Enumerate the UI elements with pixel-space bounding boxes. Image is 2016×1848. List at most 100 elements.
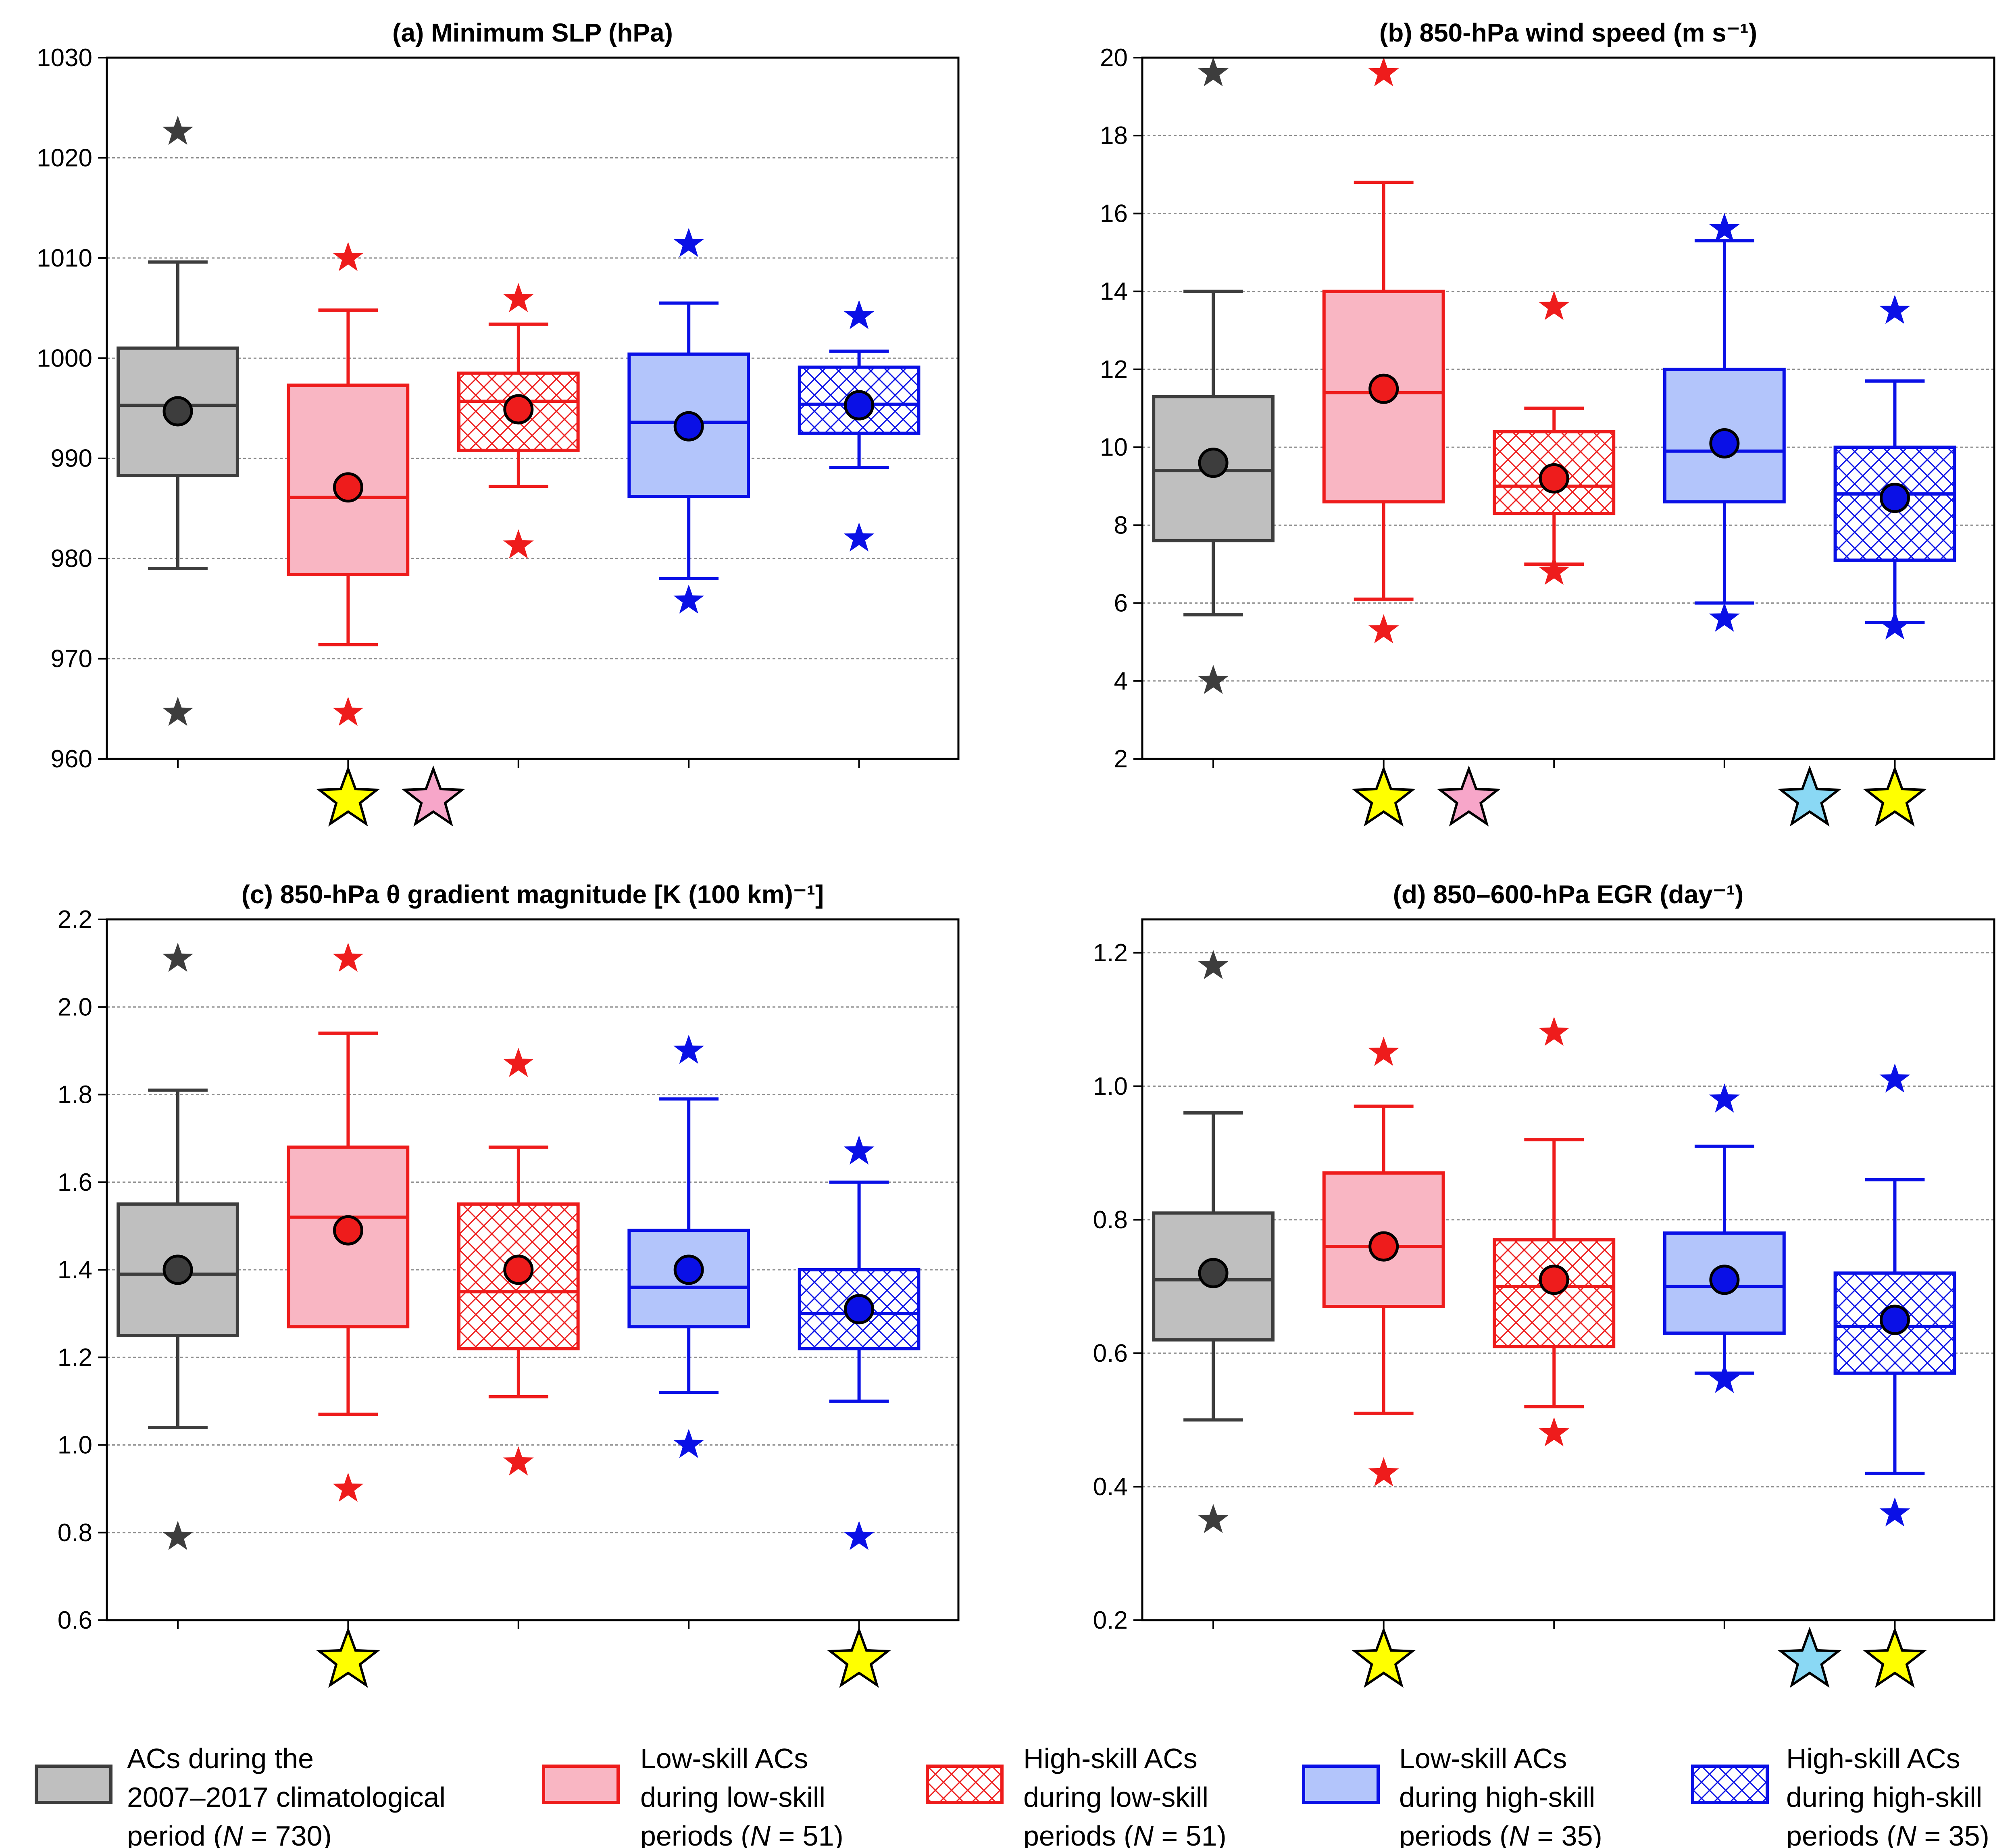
min-star: [333, 696, 364, 726]
significance-star: [1437, 765, 1501, 827]
min-star: [1709, 1364, 1740, 1393]
min-star: [162, 1521, 193, 1550]
legend-label: period (N = 730): [127, 1820, 332, 1848]
y-tick-label: 0.8: [1093, 1206, 1128, 1234]
legend-label: 2007–2017 climatological: [127, 1781, 446, 1813]
iqr-box: [1493, 1238, 1616, 1348]
significance-star: [401, 765, 466, 827]
min-star: [1198, 1504, 1229, 1533]
iqr-box: [457, 1202, 580, 1350]
min-star: [1539, 556, 1570, 585]
legend-patch: [1302, 1765, 1380, 1804]
box-2: [1493, 291, 1616, 768]
y-tick-label: 14: [1100, 278, 1128, 306]
min-star: [503, 529, 534, 559]
mean-marker: [1198, 448, 1229, 478]
y-tick-label: 0.4: [1093, 1473, 1128, 1501]
min-star: [1368, 1457, 1399, 1487]
mean-marker: [333, 472, 363, 503]
max-star: [1539, 1017, 1570, 1046]
max-star: [333, 942, 364, 972]
y-tick-label: 1030: [37, 44, 92, 72]
min-star: [1879, 1497, 1910, 1527]
y-tick-label: 8: [1114, 511, 1128, 539]
min-star: [1539, 1417, 1570, 1446]
max-star: [503, 1048, 534, 1077]
y-tick-label: 960: [51, 745, 92, 773]
max-star: [162, 115, 193, 145]
y-tick-label: 16: [1100, 200, 1128, 227]
box-1: [287, 942, 410, 1629]
box-0: [1152, 950, 1275, 1629]
box-0: [117, 115, 239, 768]
legend-label: during low-skill: [1023, 1781, 1208, 1813]
plot-frame: [106, 56, 960, 760]
box-1: [1322, 57, 1445, 768]
y-tick-label: 18: [1100, 122, 1128, 150]
max-star: [162, 942, 193, 972]
significance-star: [827, 1627, 891, 1688]
y-tick-label: 1.4: [58, 1256, 92, 1284]
y-tick-label: 0.6: [1093, 1340, 1128, 1367]
mean-marker: [1709, 1265, 1740, 1295]
y-tick-label: 1.6: [58, 1169, 92, 1196]
min-star: [1709, 602, 1740, 632]
mean-marker: [673, 1254, 704, 1285]
box-3: [1663, 213, 1786, 768]
panel-b-wind-speed: (b) 850-hPa wind speed (m s⁻¹) 2 4 6 8 10 12 14…: [1100, 18, 1995, 827]
mean-marker: [1198, 1258, 1229, 1288]
y-tick-label: 2.0: [58, 993, 92, 1021]
max-star: [843, 1135, 875, 1165]
legend-item-1: Low-skill ACs during low-skill periods (N …: [542, 1743, 843, 1848]
box-3: [627, 228, 750, 768]
legend-label: during low-skill: [640, 1781, 825, 1813]
legend-label: ACs during the: [127, 1743, 314, 1774]
legend-label: during high-skill: [1399, 1781, 1595, 1813]
max-star: [1539, 291, 1570, 320]
significance-star: [1777, 1627, 1842, 1688]
box-2: [1493, 1017, 1616, 1629]
max-star: [1709, 1083, 1740, 1113]
panel-title: (d) 850–600-hPa EGR (day⁻¹): [1393, 880, 1744, 909]
y-tick-label: 1.8: [58, 1081, 92, 1109]
legend-patch: [926, 1765, 1004, 1804]
legend-patch: [35, 1765, 112, 1804]
legend-item-2: High-skill ACs during low-skill periods (N…: [926, 1743, 1227, 1848]
mean-marker: [1879, 1304, 1910, 1335]
significance-star: [1352, 765, 1416, 827]
box-1: [287, 242, 410, 768]
significance-star: [1862, 765, 1927, 827]
panel-title: (c) 850-hPa θ gradient magnitude [K (100…: [242, 880, 824, 909]
min-star: [333, 1473, 364, 1502]
legend-item-0: ACs during the 2007–2017 climatological pe…: [35, 1743, 446, 1848]
y-tick-label: 1.2: [58, 1344, 92, 1371]
min-star: [843, 522, 875, 552]
legend-item-4: High-skill ACs during high-skill periods (…: [1691, 1743, 1989, 1848]
significance-star: [1862, 1627, 1927, 1688]
iqr-box: [1322, 290, 1445, 504]
legend-patch: [1691, 1765, 1769, 1804]
box-2: [457, 1048, 580, 1629]
max-star: [673, 1034, 704, 1064]
min-star: [503, 1446, 534, 1476]
y-tick-label: 12: [1100, 356, 1128, 383]
legend-item-3: Low-skill ACs during high-skill periods (N…: [1302, 1743, 1602, 1848]
y-tick-label: 2.2: [58, 906, 92, 933]
legend: ACs during the 2007–2017 climatological pe…: [35, 1743, 1989, 1848]
min-star: [673, 584, 704, 614]
min-star: [1368, 614, 1399, 644]
max-star: [1198, 950, 1229, 979]
significance-star: [1777, 765, 1842, 827]
y-tick-label: 990: [51, 445, 92, 473]
box-4: [798, 300, 921, 768]
box-3: [627, 1034, 750, 1629]
min-star: [843, 1521, 875, 1550]
max-star: [333, 242, 364, 271]
max-star: [503, 283, 534, 313]
box-4: [798, 1135, 921, 1629]
y-tick-label: 1.0: [1093, 1073, 1128, 1100]
panel-d-egr: (d) 850–600-hPa EGR (day⁻¹) 0.2 0.4 0.6 0.8 1…: [1093, 880, 1995, 1688]
y-tick-label: 0.8: [58, 1519, 92, 1547]
y-tick-label: 0.2: [1093, 1606, 1128, 1634]
legend-label: Low-skill ACs: [640, 1743, 808, 1774]
